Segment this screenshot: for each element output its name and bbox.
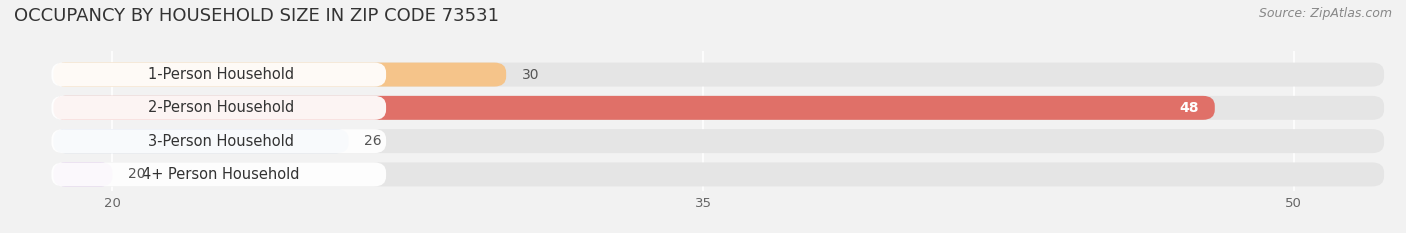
FancyBboxPatch shape: [52, 162, 387, 186]
FancyBboxPatch shape: [53, 162, 112, 186]
Text: OCCUPANCY BY HOUSEHOLD SIZE IN ZIP CODE 73531: OCCUPANCY BY HOUSEHOLD SIZE IN ZIP CODE …: [14, 7, 499, 25]
FancyBboxPatch shape: [53, 129, 1384, 153]
Text: Source: ZipAtlas.com: Source: ZipAtlas.com: [1258, 7, 1392, 20]
Text: 1-Person Household: 1-Person Household: [148, 67, 294, 82]
FancyBboxPatch shape: [53, 162, 1384, 186]
Text: 48: 48: [1180, 101, 1199, 115]
FancyBboxPatch shape: [53, 63, 1384, 86]
Text: 26: 26: [364, 134, 382, 148]
Text: 20: 20: [128, 168, 146, 182]
FancyBboxPatch shape: [52, 129, 387, 153]
Text: 2-Person Household: 2-Person Household: [148, 100, 294, 115]
FancyBboxPatch shape: [53, 63, 506, 86]
FancyBboxPatch shape: [53, 96, 1215, 120]
FancyBboxPatch shape: [52, 63, 387, 86]
Text: 3-Person Household: 3-Person Household: [148, 134, 294, 149]
FancyBboxPatch shape: [53, 129, 349, 153]
Text: 4+ Person Household: 4+ Person Household: [142, 167, 299, 182]
FancyBboxPatch shape: [53, 96, 1384, 120]
Text: 30: 30: [522, 68, 540, 82]
FancyBboxPatch shape: [52, 96, 387, 120]
